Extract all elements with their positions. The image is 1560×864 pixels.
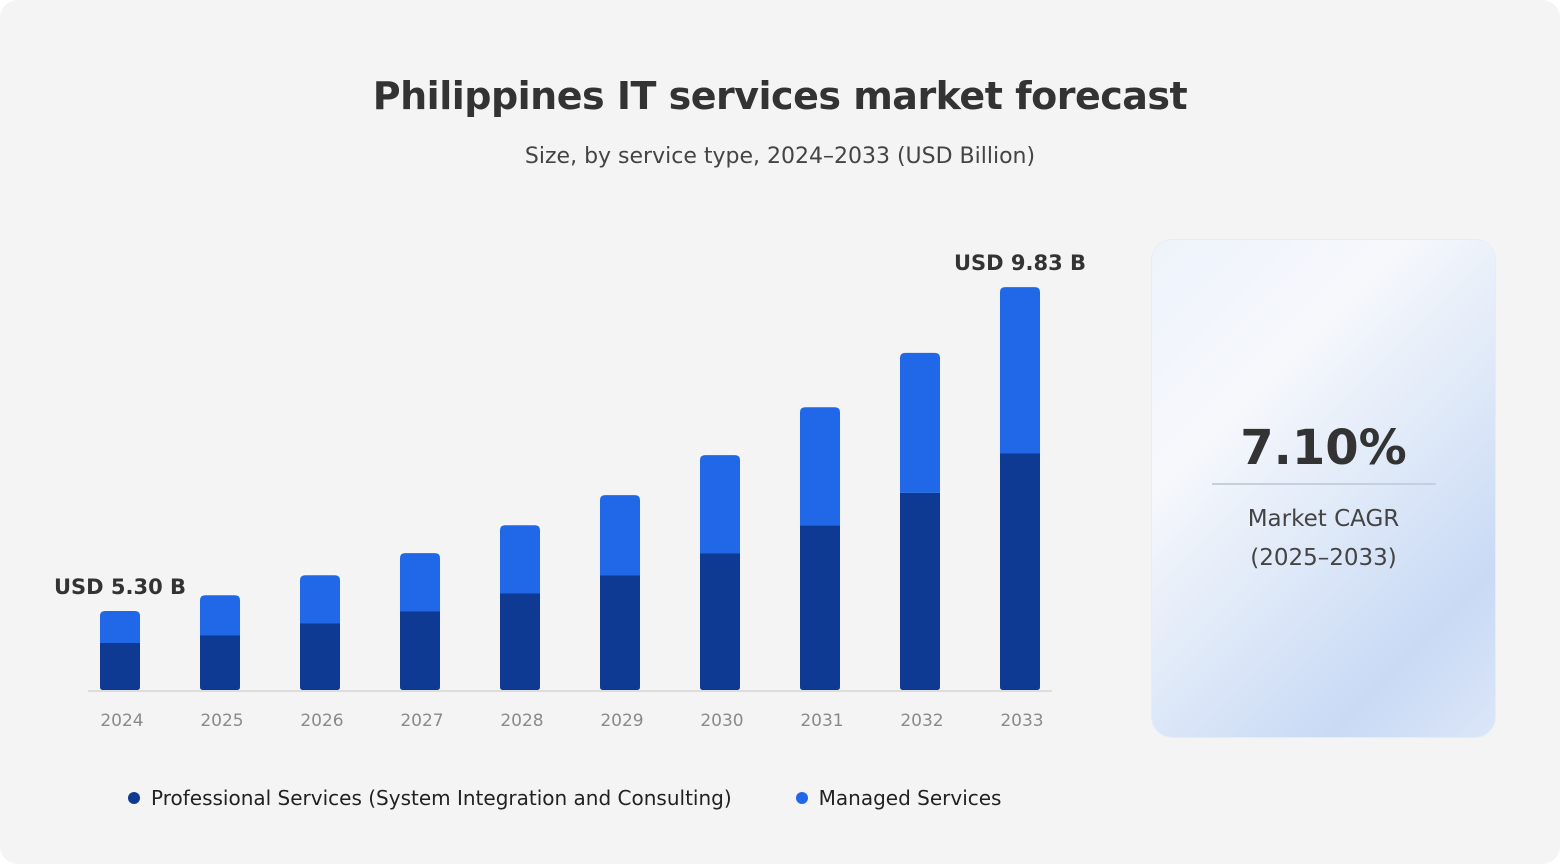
bar-managed-2027 xyxy=(400,553,440,612)
bar-managed-2030 xyxy=(700,455,740,554)
bar-managed-2033 xyxy=(1000,287,1040,454)
bar-managed-2031 xyxy=(800,407,840,526)
chart-subtitle: Size, by service type, 2024–2033 (USD Bi… xyxy=(524,144,1036,169)
bar-managed-2028 xyxy=(500,525,540,594)
bar-managed-2025 xyxy=(200,595,240,636)
bar-professional-2033 xyxy=(1000,453,1040,690)
x-tick-label: 2026 xyxy=(300,711,343,731)
chart-title: Philippines IT services market forecast xyxy=(372,74,1188,118)
cagr-label-line1: Market CAGR xyxy=(1247,506,1400,532)
x-tick-label: 2025 xyxy=(200,711,243,731)
data-label-2024: USD 5.30 B xyxy=(54,575,186,599)
bar-professional-2027 xyxy=(400,611,440,690)
bar-managed-2032 xyxy=(900,352,940,493)
bar-professional-2030 xyxy=(700,553,740,690)
bar-professional-2025 xyxy=(200,635,240,690)
bar-managed-2029 xyxy=(600,495,640,576)
bar-professional-2032 xyxy=(900,492,940,690)
legend-label-professional: Professional Services (System Integratio… xyxy=(151,786,732,810)
x-tick-label: 2028 xyxy=(500,711,543,731)
x-tick-label: 2029 xyxy=(600,711,643,731)
cagr-value: 7.10% xyxy=(1240,420,1407,476)
x-tick-label: 2024 xyxy=(100,711,143,731)
legend-dot-professional xyxy=(128,792,140,804)
data-label-2033: USD 9.83 B xyxy=(954,251,1086,275)
legend-dot-managed xyxy=(795,792,808,804)
bar-professional-2031 xyxy=(800,525,840,690)
bar-professional-2028 xyxy=(500,593,540,690)
legend: Professional Services (System Integratio… xyxy=(128,786,1065,810)
bar-professional-2024 xyxy=(100,643,140,690)
legend-item-managed: Managed Services xyxy=(795,786,1002,810)
x-tick-label: 2032 xyxy=(900,711,943,731)
x-tick-label: 2027 xyxy=(400,711,443,731)
bar-professional-2026 xyxy=(300,623,340,690)
cagr-label-line2: (2025–2033) xyxy=(1250,545,1397,571)
legend-item-professional: Professional Services (System Integratio… xyxy=(128,786,732,810)
x-tick-label: 2031 xyxy=(800,711,843,731)
legend-label-managed: Managed Services xyxy=(818,786,1002,810)
cagr-label: Market CAGR (2025–2033) xyxy=(1152,500,1495,578)
bar-managed-2026 xyxy=(300,575,340,624)
x-tick-label: 2033 xyxy=(1000,711,1043,731)
cagr-panel: 7.10% Market CAGR (2025–2033) xyxy=(1152,240,1495,737)
x-tick-label: 2030 xyxy=(700,711,743,731)
bar-managed-2024 xyxy=(100,610,140,644)
bar-professional-2029 xyxy=(600,575,640,690)
cagr-divider xyxy=(1212,483,1436,485)
